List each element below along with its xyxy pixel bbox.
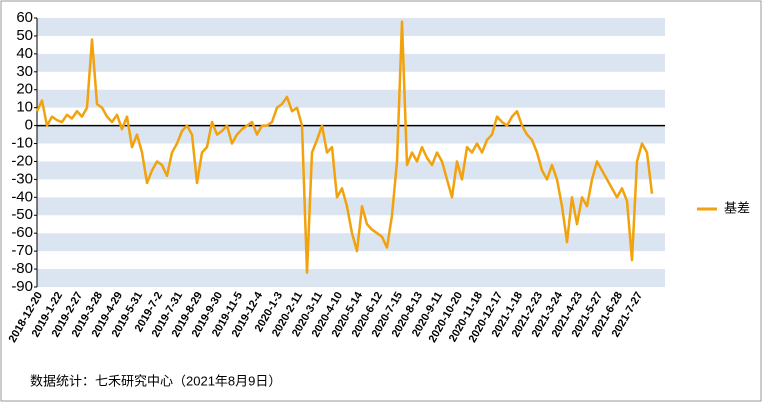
y-tick-label: -10 [11, 135, 33, 152]
series-line [35, 20, 654, 274]
legend-label: 基差 [724, 200, 750, 215]
grid-band [37, 125, 665, 144]
y-tick-label: 20 [16, 81, 33, 98]
source-note: 数据统计：七禾研究中心（2021年8月9日） [30, 373, 281, 388]
grid-band [37, 161, 665, 180]
y-tick-label: 10 [16, 99, 33, 116]
grid-band [37, 53, 665, 72]
y-tick-label: 0 [25, 117, 33, 134]
y-tick-label: -30 [11, 170, 33, 187]
y-tick-label: 50 [16, 27, 33, 44]
y-tick-label: -60 [11, 224, 33, 241]
y-tick-label: -50 [11, 206, 33, 223]
grid-band [37, 197, 665, 216]
y-tick-label: -20 [11, 152, 33, 169]
y-tick-label: -80 [11, 260, 33, 277]
grid-band [37, 233, 665, 252]
grid-band [37, 89, 665, 108]
y-tick-label: -40 [11, 188, 33, 205]
y-tick-label: 30 [16, 63, 33, 80]
grid-band [37, 269, 665, 287]
y-tick-label: 40 [16, 45, 33, 62]
grid-band [37, 18, 665, 36]
y-tick-label: 60 [16, 9, 33, 26]
y-tick-label: -70 [11, 242, 33, 259]
y-tick-label: -90 [11, 278, 33, 295]
